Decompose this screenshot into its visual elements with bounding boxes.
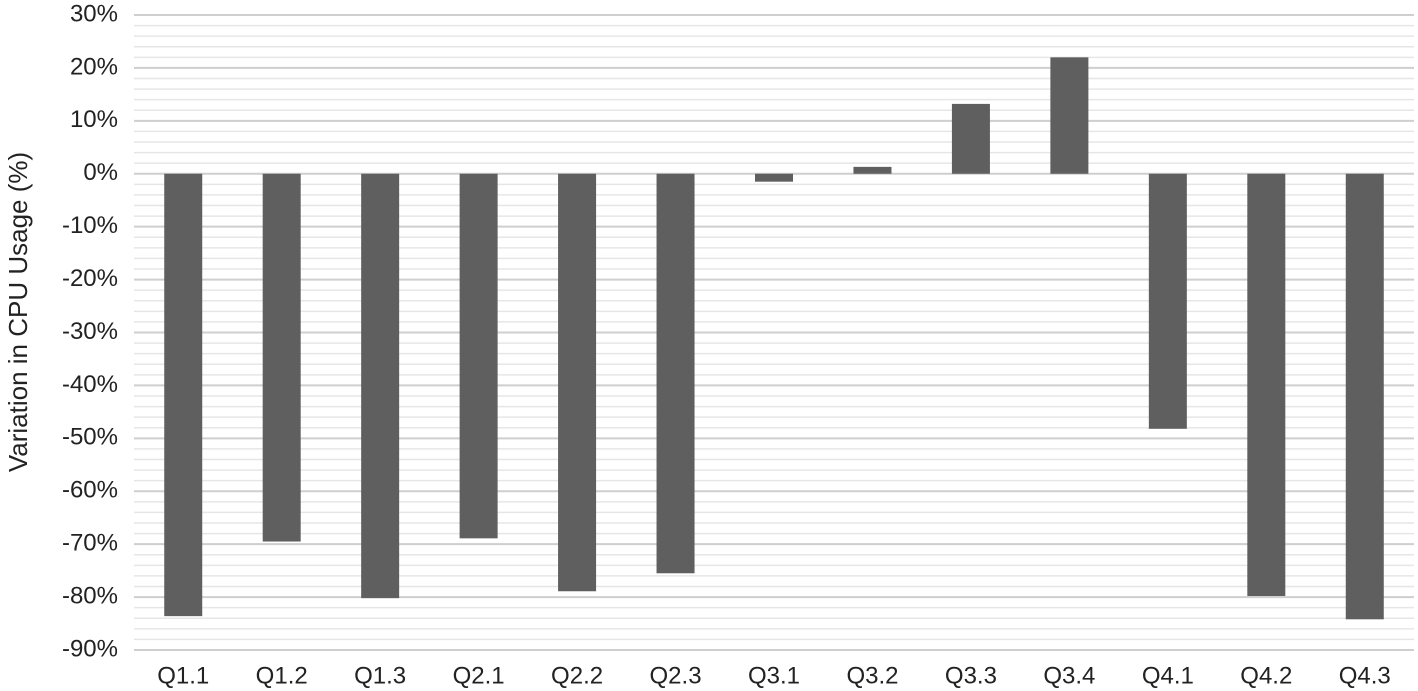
y-tick-label: -10% (62, 212, 118, 239)
y-tick-label: -20% (62, 265, 118, 292)
y-tick-label: -80% (62, 582, 118, 609)
bar (164, 173, 203, 617)
y-tick-label: -40% (62, 371, 118, 398)
y-tick-label: -60% (62, 477, 118, 504)
x-tick-label: Q4.2 (1240, 662, 1292, 689)
y-tick-label: -50% (62, 424, 118, 451)
x-tick-label: Q3.2 (846, 662, 898, 689)
bar (1148, 173, 1187, 429)
bar (656, 173, 695, 574)
x-tick-label: Q3.3 (945, 662, 997, 689)
y-tick-label: -30% (62, 318, 118, 345)
x-tick-label: Q2.1 (453, 662, 505, 689)
y-tick-label: 30% (70, 0, 118, 27)
bar (459, 173, 498, 539)
bar (262, 173, 301, 542)
x-tick-label: Q3.4 (1043, 662, 1095, 689)
bar (361, 173, 400, 599)
bar (1247, 173, 1286, 597)
x-tick-label: Q1.1 (157, 662, 209, 689)
y-tick-label: -70% (62, 530, 118, 557)
bar (1050, 57, 1089, 174)
x-tick-label: Q4.3 (1339, 662, 1391, 689)
bar (1345, 173, 1384, 620)
x-tick-label: Q2.2 (551, 662, 603, 689)
x-tick-label: Q1.2 (256, 662, 308, 689)
x-tick-label: Q1.3 (354, 662, 406, 689)
bar (951, 103, 990, 174)
y-axis-title: Variation in CPU Usage (%) (3, 152, 33, 472)
x-tick-label: Q3.1 (748, 662, 800, 689)
bar (755, 173, 793, 182)
y-tick-label: -90% (62, 635, 118, 662)
y-tick-label: 20% (70, 53, 118, 80)
y-tick-label: 10% (70, 106, 118, 133)
y-tick-label: 0% (83, 159, 118, 186)
x-tick-label: Q2.3 (650, 662, 702, 689)
x-tick-label: Q4.1 (1142, 662, 1194, 689)
bar (853, 166, 892, 174)
bar (558, 173, 597, 592)
